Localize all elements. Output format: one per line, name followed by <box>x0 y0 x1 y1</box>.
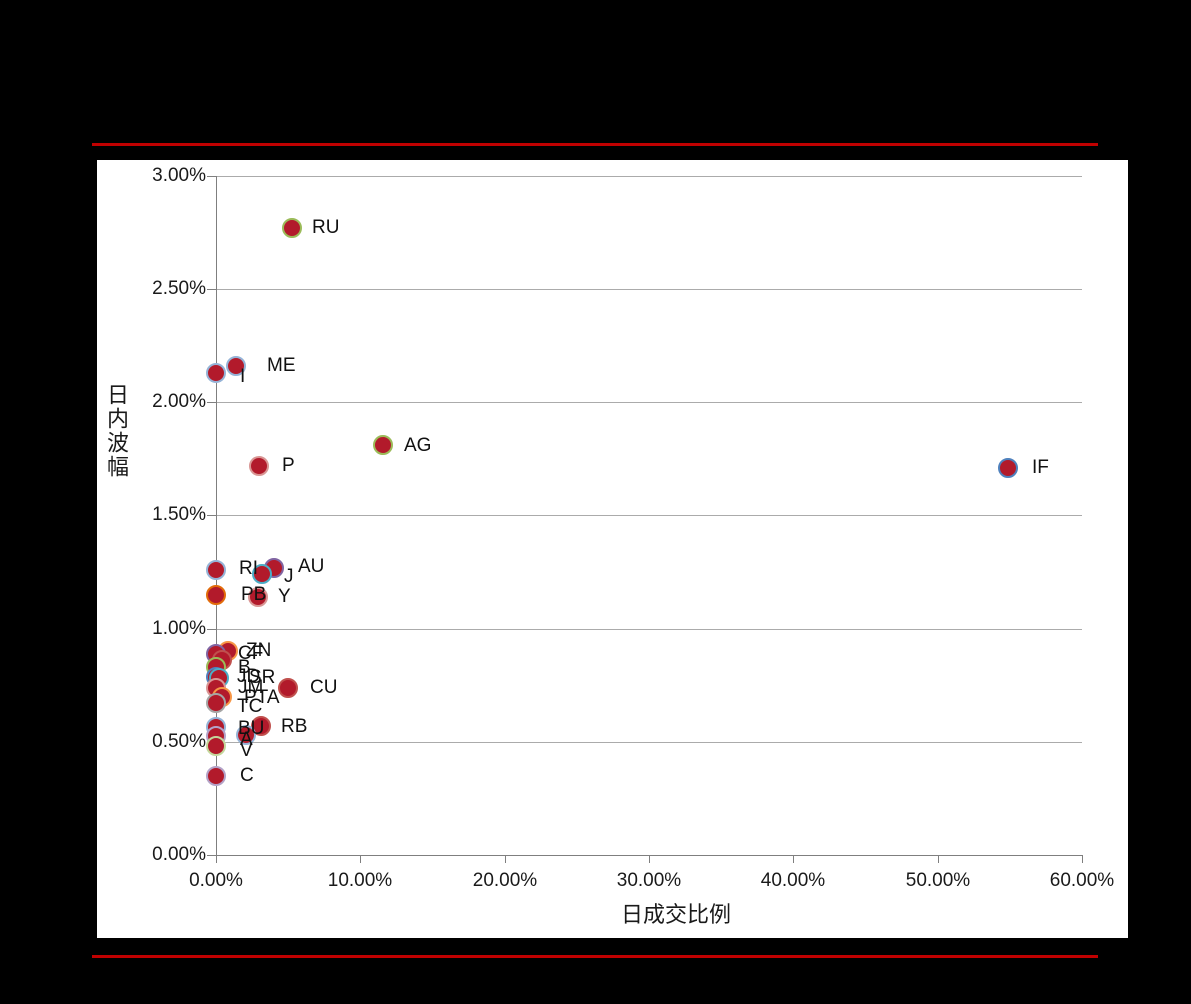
gridline <box>216 629 1082 630</box>
y-axis-tick-label: 3.00% <box>152 165 206 186</box>
y-axis-tick <box>207 515 216 516</box>
top-divider-line <box>92 143 1098 146</box>
y-axis-line <box>216 176 217 863</box>
data-point <box>206 585 226 605</box>
x-axis-tick-label: 20.00% <box>472 870 538 891</box>
data-point-label: P <box>282 455 295 476</box>
data-point-label: TC <box>237 696 263 717</box>
data-point <box>998 458 1018 478</box>
x-axis-tick-label: 30.00% <box>616 870 682 891</box>
data-point-label: JM <box>238 677 264 698</box>
data-point-label: C <box>240 765 254 786</box>
y-axis-tick <box>207 629 216 630</box>
x-axis-tick <box>649 855 650 863</box>
x-axis-tick-label: 40.00% <box>760 870 826 891</box>
x-axis-tick <box>1082 855 1083 863</box>
data-point <box>282 218 302 238</box>
x-axis-tick <box>360 855 361 863</box>
gridline <box>216 402 1082 403</box>
data-point-label: RU <box>312 217 340 238</box>
data-point-label: IF <box>1032 457 1049 478</box>
y-axis-tick-label: 0.00% <box>152 844 206 865</box>
data-point-label: SR <box>249 667 276 688</box>
data-point-label: RI <box>239 558 258 579</box>
data-point-label: I <box>240 366 246 387</box>
y-axis-title: 日内波幅 <box>104 383 129 479</box>
bottom-divider-line <box>92 955 1098 958</box>
data-point <box>206 560 226 580</box>
y-axis-tick-label: 1.00% <box>152 618 206 639</box>
y-axis-tick <box>207 176 216 177</box>
data-point-label: V <box>240 740 253 761</box>
y-axis-tick <box>207 402 216 403</box>
data-point <box>248 587 268 607</box>
y-axis-tick-label: 2.50% <box>152 278 206 299</box>
x-axis-tick-label: 50.00% <box>905 870 971 891</box>
data-point <box>249 456 269 476</box>
x-axis-tick-label: 60.00% <box>1049 870 1115 891</box>
x-axis-tick <box>793 855 794 863</box>
data-point <box>226 356 246 376</box>
gridline <box>216 289 1082 290</box>
x-axis-tick <box>216 855 217 863</box>
y-axis-tick-label: 0.50% <box>152 731 206 752</box>
gridline <box>216 176 1082 177</box>
data-point-label: Y <box>278 586 291 607</box>
data-point <box>252 564 272 584</box>
data-point <box>206 693 226 713</box>
x-axis-title: 日成交比例 <box>620 902 731 927</box>
data-point-label: BU <box>238 718 265 739</box>
gridline <box>216 515 1082 516</box>
data-point-label: AU <box>298 556 325 577</box>
data-point-label: PB <box>241 584 267 605</box>
y-axis-tick <box>207 855 216 856</box>
data-point-label: J <box>284 566 294 587</box>
gridline <box>216 742 1082 743</box>
data-point-label: A <box>240 729 253 750</box>
y-axis-tick-label: 2.00% <box>152 391 206 412</box>
x-axis-tick-label: 0.00% <box>189 870 243 891</box>
data-point <box>206 363 226 383</box>
x-axis-tick <box>938 855 939 863</box>
data-point-label: RB <box>281 716 308 737</box>
x-axis-tick <box>505 855 506 863</box>
data-point-label: CU <box>310 677 338 698</box>
data-point-label: AG <box>404 435 432 456</box>
data-point <box>373 435 393 455</box>
data-point <box>278 678 298 698</box>
data-point-label: ZN <box>246 640 272 661</box>
data-point-label: JD <box>237 666 261 687</box>
data-point <box>236 725 256 745</box>
data-point-label: PTA <box>244 687 280 708</box>
data-point-label: ME <box>267 355 296 376</box>
data-point <box>206 766 226 786</box>
x-axis-tick-label: 10.00% <box>327 870 393 891</box>
y-axis-tick <box>207 289 216 290</box>
data-point <box>206 736 226 756</box>
y-axis-tick-label: 1.50% <box>152 504 206 525</box>
data-point-label: CF <box>238 643 264 664</box>
data-point-label: B <box>238 657 251 678</box>
